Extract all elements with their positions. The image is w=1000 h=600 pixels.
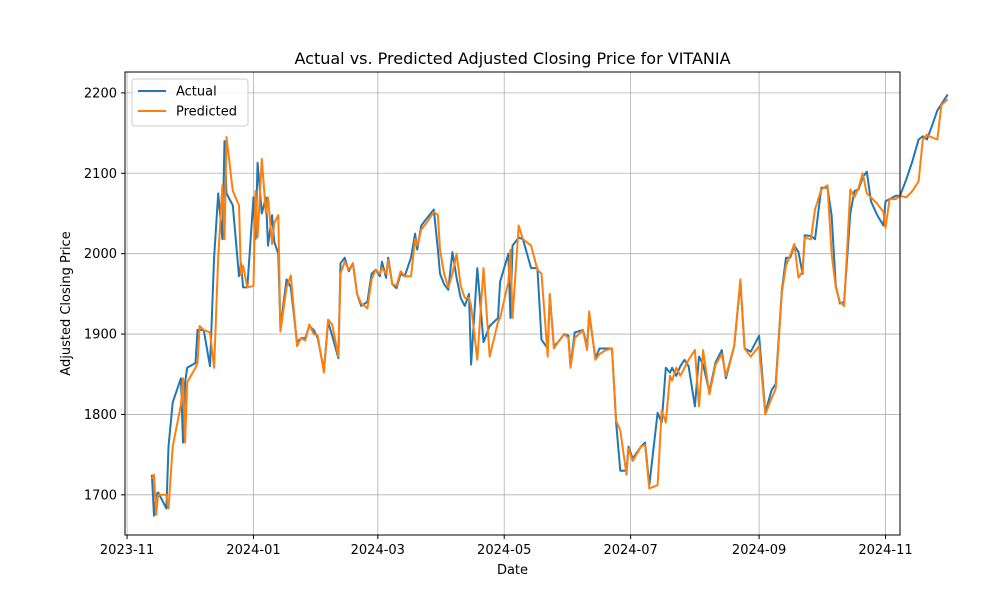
y-tick-label: 2000: [84, 247, 117, 262]
legend: Actual Predicted: [131, 78, 249, 127]
x-tick-label: 2024-01: [226, 543, 280, 558]
chart-title: Actual vs. Predicted Adjusted Closing Pr…: [294, 49, 730, 68]
x-tick-label: 2023-11: [100, 543, 154, 558]
series-line-predicted: [151, 98, 949, 516]
x-tick-label: 2024-05: [477, 543, 531, 558]
y-tick-label: 1800: [84, 408, 117, 423]
x-tick-label: 2024-07: [603, 543, 657, 558]
series-lines: [150, 93, 949, 517]
x-tick-label: 2024-09: [732, 543, 786, 558]
legend-label: Predicted: [176, 105, 237, 120]
y-axis-label: Adjusted Closing Price: [59, 231, 74, 375]
x-tick-label: 2024-03: [351, 543, 405, 558]
plot-frame: [124, 71, 901, 536]
y-tick-label: 1900: [84, 328, 117, 343]
x-axis: 2023-11 2024-01 2024-03 2024-05 2024-07 2024-…: [100, 535, 913, 558]
legend-label: Actual: [176, 85, 217, 100]
x-tick-label: 2024-11: [858, 543, 912, 558]
y-tick-label: 2100: [84, 167, 117, 182]
y-tick-label: 1700: [84, 488, 117, 503]
x-axis-label: Date: [497, 563, 528, 578]
y-axis: 1700 1800 1900 2000 2100 2200: [84, 86, 125, 503]
y-tick-label: 2200: [84, 86, 117, 101]
